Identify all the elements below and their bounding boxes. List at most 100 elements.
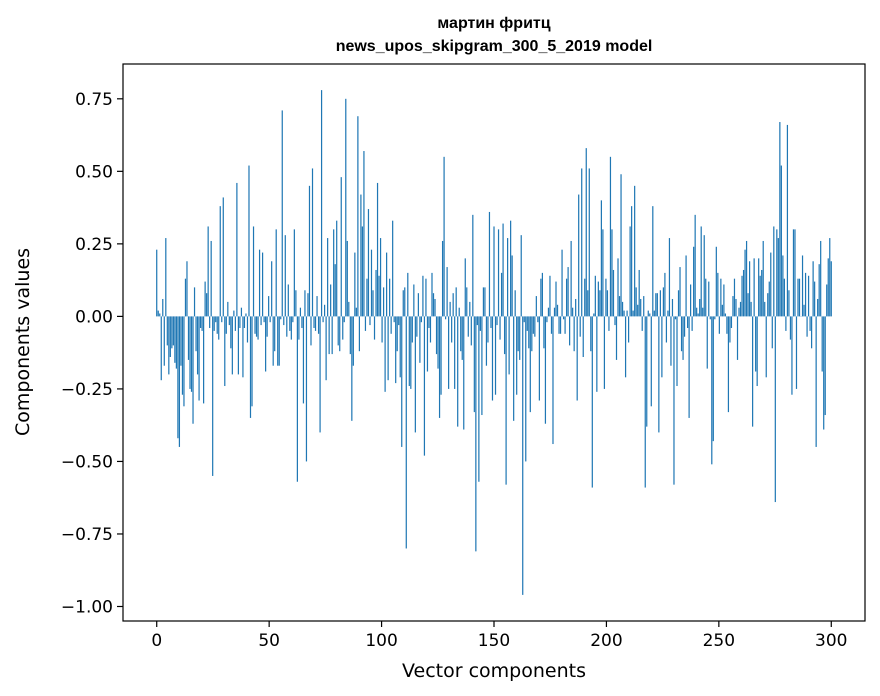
bar bbox=[163, 316, 165, 366]
bar bbox=[529, 316, 531, 413]
bar bbox=[230, 316, 232, 349]
bar bbox=[562, 316, 565, 320]
bar bbox=[540, 278, 542, 317]
x-tick-label: 300 bbox=[815, 631, 847, 651]
bar bbox=[556, 304, 559, 317]
bar bbox=[525, 316, 527, 462]
bar bbox=[327, 238, 329, 317]
bar bbox=[727, 316, 730, 413]
bar bbox=[626, 310, 628, 317]
bar bbox=[375, 269, 377, 317]
bar-series bbox=[156, 90, 832, 595]
bar bbox=[395, 316, 397, 384]
bar bbox=[455, 287, 457, 317]
bar bbox=[221, 316, 223, 323]
bar bbox=[662, 287, 664, 317]
bar bbox=[334, 264, 336, 317]
bar bbox=[726, 316, 728, 334]
bar bbox=[820, 240, 822, 317]
bar bbox=[575, 298, 577, 317]
bar bbox=[295, 290, 297, 317]
bar bbox=[479, 316, 481, 331]
bar bbox=[688, 316, 690, 418]
bar bbox=[711, 316, 713, 465]
bar bbox=[821, 316, 823, 372]
bar bbox=[180, 316, 182, 366]
bar bbox=[157, 310, 159, 317]
bar bbox=[254, 316, 256, 334]
bar bbox=[292, 316, 294, 323]
bar bbox=[485, 316, 488, 366]
bar bbox=[510, 220, 512, 317]
bar bbox=[366, 278, 368, 317]
bar bbox=[339, 316, 341, 352]
bar bbox=[696, 307, 698, 317]
bar bbox=[274, 316, 276, 352]
bar bbox=[393, 316, 395, 323]
bar bbox=[585, 148, 587, 317]
bar bbox=[605, 278, 607, 317]
bar bbox=[744, 249, 746, 317]
bar bbox=[449, 301, 451, 317]
bar bbox=[491, 316, 494, 401]
bar bbox=[379, 238, 382, 317]
bar bbox=[363, 151, 365, 317]
bar bbox=[584, 278, 586, 317]
bar bbox=[287, 284, 289, 317]
bar bbox=[761, 269, 763, 317]
bar bbox=[301, 316, 303, 328]
bar bbox=[632, 310, 634, 317]
bar bbox=[473, 316, 475, 413]
bar bbox=[172, 316, 174, 346]
bar bbox=[475, 316, 477, 552]
bar bbox=[826, 284, 828, 317]
bar bbox=[215, 316, 217, 323]
bar bbox=[803, 304, 805, 317]
bar bbox=[355, 307, 357, 317]
bar bbox=[570, 240, 572, 317]
bar bbox=[801, 255, 804, 317]
bar bbox=[352, 316, 354, 366]
bar bbox=[195, 316, 197, 352]
bar bbox=[193, 287, 196, 317]
bar bbox=[204, 281, 206, 317]
bar bbox=[555, 281, 557, 317]
bar bbox=[422, 275, 424, 317]
bar bbox=[729, 316, 731, 343]
bar bbox=[212, 316, 214, 476]
bar bbox=[233, 310, 235, 317]
bar bbox=[482, 287, 485, 317]
bar bbox=[823, 316, 825, 430]
bar bbox=[286, 316, 288, 337]
bar bbox=[227, 301, 229, 317]
bar bbox=[582, 316, 584, 357]
bar bbox=[612, 269, 615, 317]
bar bbox=[546, 316, 548, 323]
bar bbox=[178, 316, 181, 447]
bar bbox=[559, 316, 562, 334]
bar bbox=[758, 258, 760, 317]
bar bbox=[590, 316, 592, 352]
bar bbox=[538, 316, 540, 401]
bar bbox=[658, 316, 660, 433]
bar bbox=[402, 290, 404, 317]
bar bbox=[697, 313, 699, 317]
bar bbox=[342, 316, 344, 340]
bar bbox=[198, 316, 200, 401]
bar bbox=[591, 316, 593, 488]
bar bbox=[661, 316, 663, 378]
bar bbox=[469, 301, 471, 317]
bar bbox=[699, 298, 701, 317]
bar bbox=[771, 316, 773, 349]
bar bbox=[614, 316, 616, 326]
bar bbox=[464, 258, 466, 317]
bar bbox=[389, 278, 391, 317]
bar bbox=[293, 229, 295, 317]
bar bbox=[343, 316, 345, 323]
bar bbox=[213, 316, 215, 331]
bar bbox=[543, 316, 545, 349]
bar bbox=[435, 316, 438, 355]
bar bbox=[336, 220, 338, 317]
bar bbox=[281, 110, 283, 317]
chart-title: мартин фритц bbox=[437, 15, 550, 32]
